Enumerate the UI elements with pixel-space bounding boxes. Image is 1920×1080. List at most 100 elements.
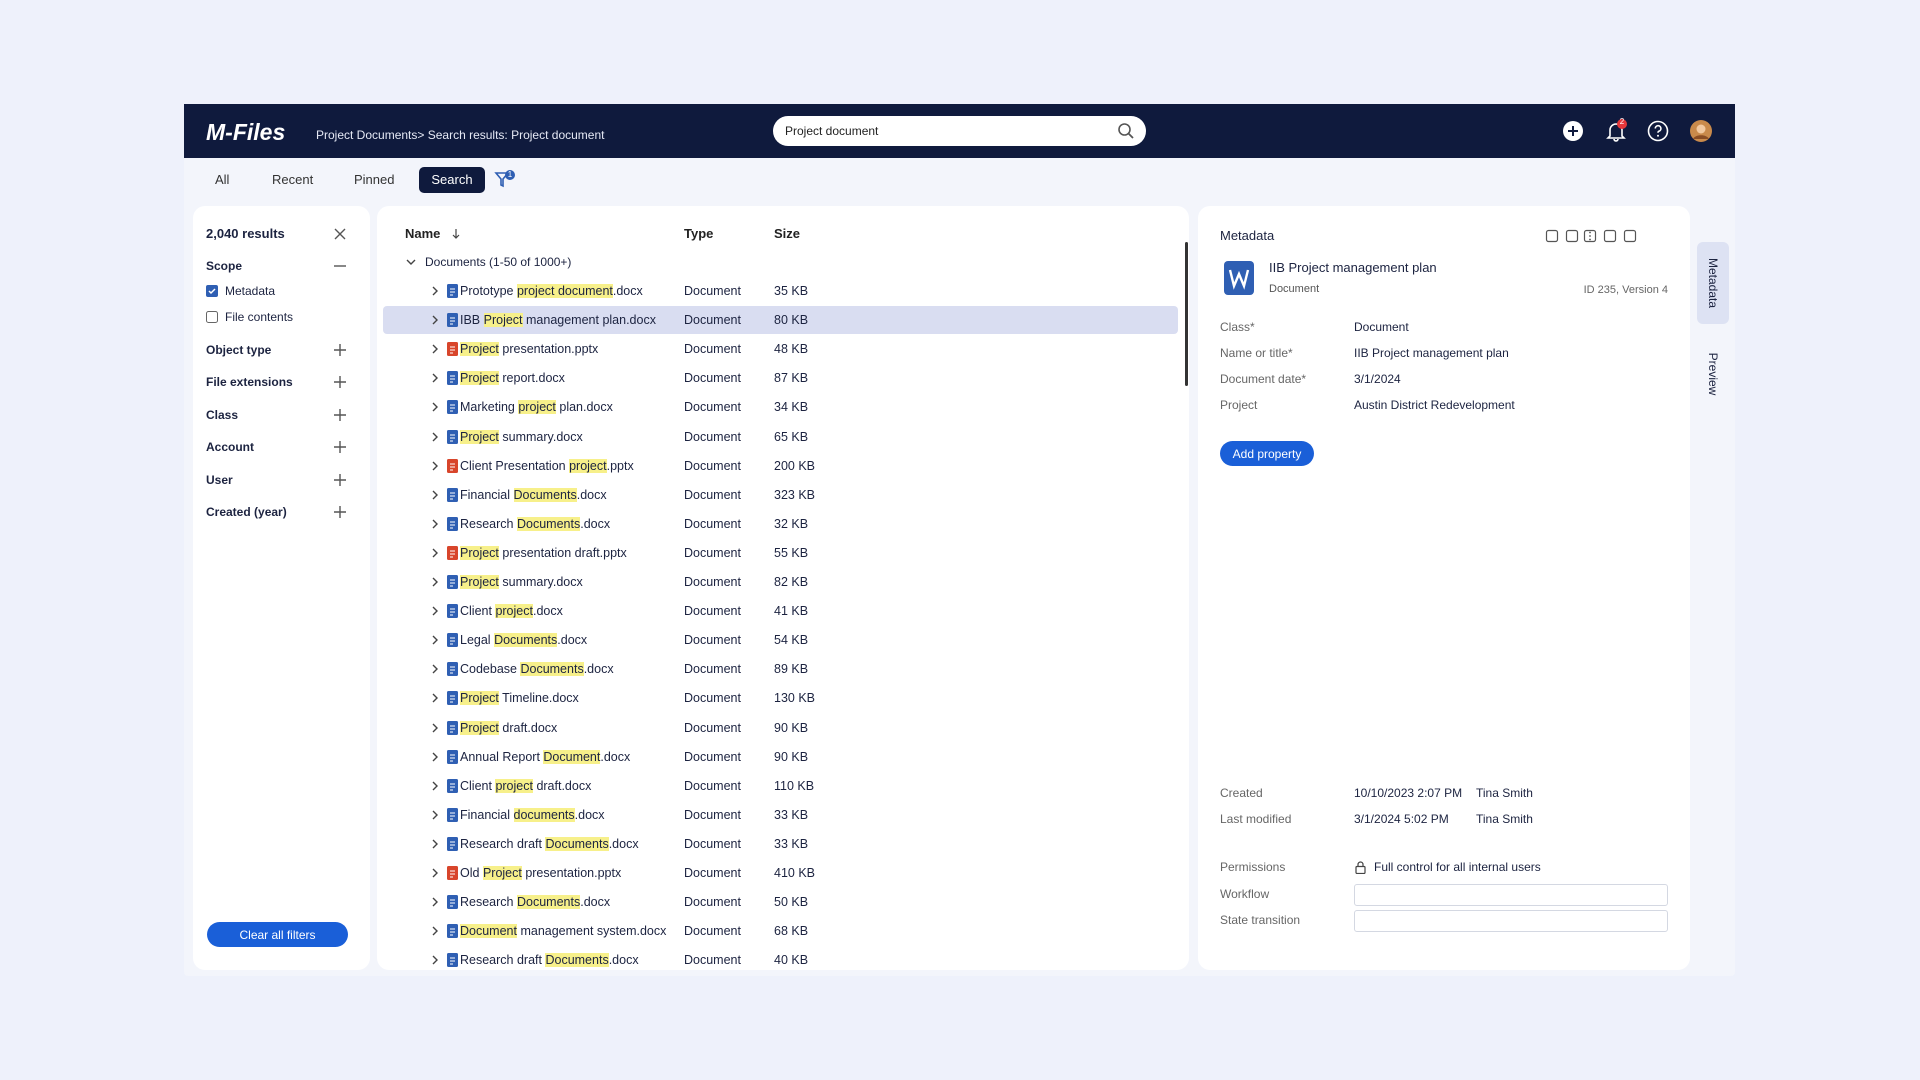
result-row[interactable]: Marketing project plan.docx Document 34 KB xyxy=(383,393,1178,421)
column-header[interactable]: Name xyxy=(405,226,441,241)
result-row[interactable]: Project draft.docx Document 90 KB xyxy=(383,714,1178,742)
clear-filters-label[interactable]: Clear all filters xyxy=(239,928,316,942)
property-value[interactable]: Document xyxy=(1354,320,1409,334)
result-row[interactable]: Project Timeline.docx Document 130 KB xyxy=(383,684,1178,712)
toolbar-icon[interactable] xyxy=(1623,229,1637,243)
expand-chevron[interactable] xyxy=(431,373,439,383)
tab-label[interactable]: All xyxy=(215,172,230,187)
add-property-label[interactable]: Add property xyxy=(1232,447,1302,461)
filter-group[interactable]: Object type xyxy=(206,343,272,357)
tab-label[interactable]: Pinned xyxy=(354,172,395,187)
expand-chevron[interactable] xyxy=(431,781,439,791)
expand-chevron[interactable] xyxy=(431,723,439,733)
result-row[interactable]: Project report.docx Document 87 KB xyxy=(383,364,1178,392)
expand-chevron[interactable] xyxy=(431,519,439,529)
notifications[interactable] xyxy=(1604,119,1628,143)
expand-chevron[interactable] xyxy=(431,315,439,325)
filter-group[interactable]: Class xyxy=(206,407,239,422)
side-tab-label[interactable]: Preview xyxy=(1706,352,1720,396)
property-value[interactable]: Austin District Redevelopment xyxy=(1354,398,1515,412)
result-row[interactable]: Project summary.docx Document 65 KB xyxy=(383,423,1178,451)
permissions-value[interactable]: Full control for all internal users xyxy=(1374,860,1541,874)
expand-chevron[interactable] xyxy=(431,548,439,558)
result-row[interactable]: Financial documents.docx Document 33 KB xyxy=(383,801,1178,829)
search-input[interactable]: Project document xyxy=(785,124,879,138)
expand-chevron[interactable] xyxy=(431,606,439,616)
result-row[interactable]: Client project draft.docx Document 110 KB xyxy=(383,772,1178,800)
expand-chevron[interactable] xyxy=(431,752,439,762)
result-row[interactable]: Research draft Documents.docx Document 33 … xyxy=(383,830,1178,858)
side-tab-label[interactable]: Metadata xyxy=(1706,257,1720,309)
result-row[interactable]: Prototype project document.docx Document 3… xyxy=(383,277,1178,305)
result-row[interactable]: Financial Documents.docx Document 323 KB xyxy=(383,481,1178,509)
expand-chevron[interactable] xyxy=(431,926,439,936)
result-row[interactable]: IBB Project management plan.docx Document… xyxy=(383,306,1178,335)
result-row[interactable]: Document management system.docx Document 6… xyxy=(383,917,1178,945)
filter-group[interactable]: File extensions xyxy=(206,375,293,390)
expand-chevron[interactable] xyxy=(431,577,439,587)
expand-chevron[interactable] xyxy=(431,955,439,965)
expand-chevron[interactable] xyxy=(431,461,439,471)
group-chevron[interactable] xyxy=(406,258,416,266)
scope-option[interactable]: Metadata xyxy=(225,284,276,298)
expand-chevron[interactable] xyxy=(431,402,439,412)
result-row[interactable]: Client project.docx Document 41 KB xyxy=(383,597,1178,625)
filter-group[interactable]: Account xyxy=(206,440,254,455)
result-row[interactable]: Legal Documents.docx Document 54 KB xyxy=(383,626,1178,654)
expand[interactable] xyxy=(334,344,346,356)
expand-chevron[interactable] xyxy=(431,286,439,296)
search-box[interactable]: Project document xyxy=(773,116,1146,146)
expand-chevron[interactable] xyxy=(431,810,439,820)
result-row[interactable]: Codebase Documents.docx Document 89 KB xyxy=(383,655,1178,683)
result-row[interactable]: Project summary.docx Document 82 KB xyxy=(383,568,1178,596)
expand[interactable] xyxy=(334,506,346,518)
expand-chevron[interactable] xyxy=(431,432,439,442)
expand-chevron[interactable] xyxy=(431,839,439,849)
expand-chevron[interactable] xyxy=(431,664,439,674)
result-row[interactable]: Research draft Documents.docx Document 40 … xyxy=(383,946,1178,970)
result-row[interactable]: Client Presentation project.pptx Document… xyxy=(383,452,1178,480)
toolbar-icon[interactable] xyxy=(1583,229,1597,243)
result-row[interactable]: Annual Report Document.docx Document 90 KB xyxy=(383,743,1178,771)
expand[interactable] xyxy=(334,473,346,486)
toolbar-icon[interactable] xyxy=(1545,229,1559,243)
field-input[interactable] xyxy=(1354,910,1668,932)
expand-chevron[interactable] xyxy=(431,635,439,645)
expand[interactable] xyxy=(334,408,346,421)
filter-group[interactable]: User xyxy=(206,472,233,487)
result-row[interactable]: Research Documents.docx Document 32 KB xyxy=(383,510,1178,538)
scope-option[interactable]: File contents xyxy=(225,310,294,324)
group-header[interactable]: Documents (1-50 of 1000+) xyxy=(425,255,572,269)
toolbar-icon[interactable] xyxy=(1603,229,1617,243)
add-property-button[interactable]: Add property xyxy=(1220,441,1314,466)
column-header[interactable]: Type xyxy=(684,226,714,241)
close-filters[interactable] xyxy=(334,228,346,240)
help[interactable] xyxy=(1647,120,1669,142)
checkbox[interactable] xyxy=(206,285,218,297)
expand[interactable] xyxy=(334,376,346,389)
avatar[interactable] xyxy=(1689,119,1713,143)
filter-group[interactable]: Created (year) xyxy=(206,505,287,519)
add-button[interactable] xyxy=(1562,120,1584,142)
tab[interactable]: Search xyxy=(419,167,485,193)
search-icon[interactable] xyxy=(1117,122,1135,140)
toolbar-icon[interactable] xyxy=(1565,229,1579,243)
result-row[interactable]: Project presentation draft.pptx Document 5… xyxy=(383,539,1178,567)
expand-chevron[interactable] xyxy=(431,693,439,703)
result-row[interactable]: Old Project presentation.pptx Document 410… xyxy=(383,859,1178,887)
expand[interactable] xyxy=(334,441,346,454)
tab-label[interactable]: Recent xyxy=(272,172,314,187)
field-input[interactable] xyxy=(1354,884,1668,906)
checkbox[interactable] xyxy=(206,311,218,323)
side-tab[interactable]: Preview xyxy=(1697,349,1729,399)
clear-filters-button[interactable]: Clear all filters xyxy=(207,922,348,947)
tab-label[interactable]: Search xyxy=(431,172,473,187)
expand-chevron[interactable] xyxy=(431,868,439,878)
filter-icon[interactable] xyxy=(494,170,516,190)
expand-chevron[interactable] xyxy=(431,897,439,907)
result-row[interactable]: Research Documents.docx Document 50 KB xyxy=(383,888,1178,916)
result-row[interactable]: Project presentation.pptx Document 48 KB xyxy=(383,335,1178,363)
property-value[interactable]: 3/1/2024 xyxy=(1354,372,1401,386)
expand-chevron[interactable] xyxy=(431,344,439,354)
property-value[interactable]: IIB Project management plan xyxy=(1354,346,1509,360)
